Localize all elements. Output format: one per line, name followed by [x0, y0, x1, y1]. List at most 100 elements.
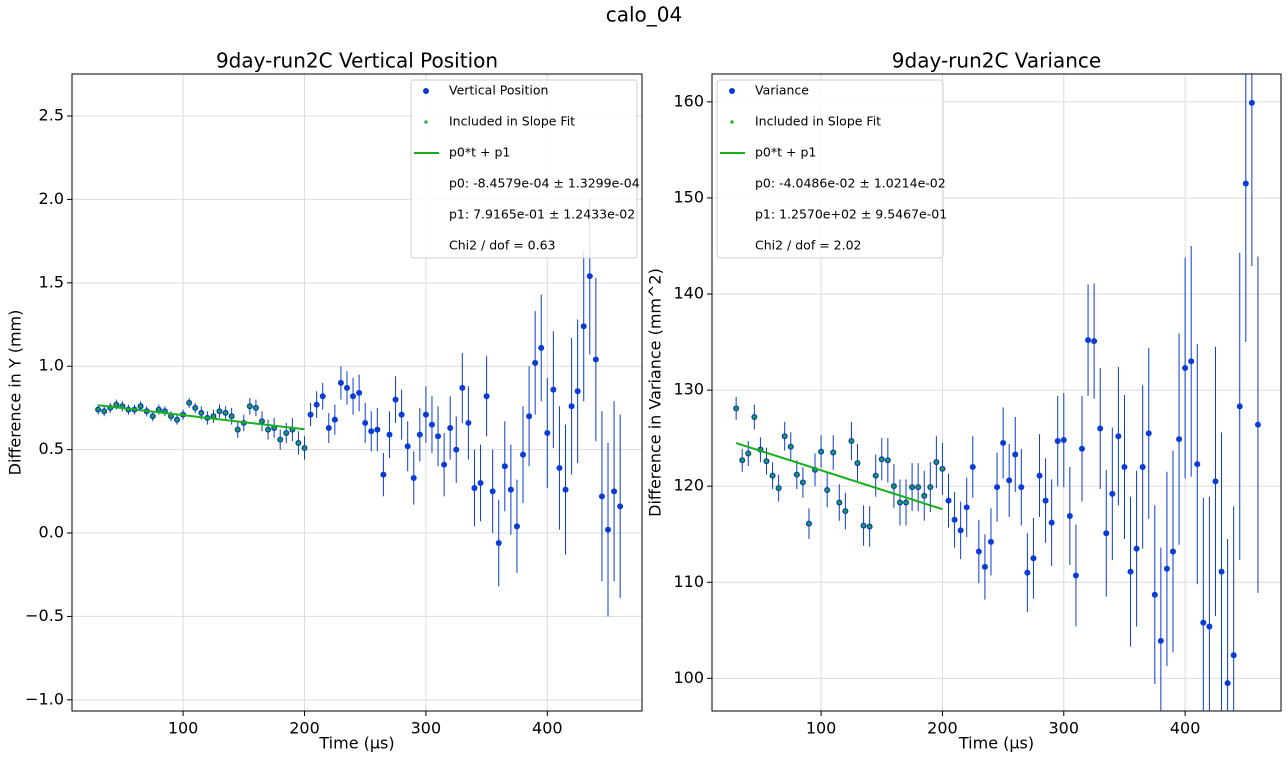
data-point [1030, 555, 1037, 562]
data-point [1121, 463, 1128, 470]
plot-area [95, 197, 624, 617]
y-tick-label: 2.5 [39, 106, 64, 125]
y-tick-label: −0.5 [25, 606, 64, 625]
x-axis-label: Time (µs) [318, 734, 394, 753]
data-point [1091, 338, 1098, 345]
fit-line [735, 442, 943, 511]
fit-point [224, 411, 228, 415]
legend-label: p1: 1.2570e+02 ± 9.5467e-01 [755, 207, 947, 222]
data-point [1036, 472, 1043, 479]
fit-point [825, 488, 829, 492]
legend-label: Included in Slope Fit [755, 114, 881, 129]
data-point [368, 428, 375, 435]
fit-point [272, 426, 276, 430]
data-point [453, 446, 460, 453]
data-point [1212, 478, 1219, 485]
fit-point [163, 409, 167, 413]
y-tick-label: 100 [673, 668, 704, 687]
fit-point [819, 450, 823, 454]
data-point [520, 451, 527, 458]
legend-box [410, 79, 638, 259]
fit-point [892, 484, 896, 488]
subplot-title: 9day-run2C Variance [892, 49, 1101, 73]
data-point [392, 396, 399, 403]
data-point [1182, 365, 1189, 371]
fit-point [230, 414, 234, 418]
legend-marker [730, 120, 734, 124]
fit-point [752, 415, 756, 419]
data-point [969, 463, 976, 470]
fit-point [218, 409, 222, 413]
fit-line [97, 404, 305, 431]
data-point [538, 344, 545, 351]
data-point [598, 493, 605, 500]
data-point [1115, 433, 1122, 440]
data-point [471, 484, 478, 491]
data-point [495, 540, 502, 547]
fit-point [910, 485, 914, 489]
subplot-title: 9day-run2C Vertical Position [216, 49, 498, 73]
data-point [1200, 619, 1207, 626]
fit-point [211, 414, 215, 418]
fit-point [102, 409, 106, 413]
data-point [951, 516, 958, 523]
fit-point [284, 431, 288, 435]
data-point [513, 523, 520, 530]
data-point [1176, 436, 1183, 443]
data-point [1157, 637, 1164, 644]
fit-point [157, 408, 161, 412]
data-point [1218, 568, 1225, 575]
data-point [1170, 548, 1177, 555]
data-point [416, 431, 423, 438]
data-point [1078, 445, 1085, 452]
data-point [1230, 652, 1237, 659]
legend-marker [423, 88, 429, 94]
data-point [1048, 519, 1055, 526]
fit-point [783, 434, 787, 438]
data-point [1163, 565, 1170, 572]
fit-point [801, 480, 805, 484]
data-point [574, 388, 581, 395]
fit-point [175, 418, 179, 422]
data-point [1103, 530, 1110, 537]
fit-point [254, 406, 258, 410]
data-point [1097, 425, 1104, 432]
y-tick-label: 130 [673, 380, 704, 399]
x-tick-label: 400 [532, 719, 563, 738]
fit-point [266, 428, 270, 432]
legend-label: Chi2 / dof = 2.02 [755, 238, 861, 253]
data-point [422, 411, 429, 418]
data-point [1060, 437, 1067, 444]
data-point [465, 419, 472, 426]
data-point [532, 359, 539, 366]
data-point [1139, 463, 1146, 470]
x-tick-label: 300 [1049, 719, 1080, 738]
legend-label: p1: 7.9165e-01 ± 1.2433e-02 [449, 207, 635, 222]
data-point [428, 421, 435, 428]
y-axis-label: Difference in Variance (mm^2) [646, 268, 665, 517]
legend-label: Chi2 / dof = 0.63 [449, 238, 555, 253]
fit-point [764, 459, 768, 463]
data-point [1006, 477, 1013, 484]
data-point [386, 431, 393, 438]
data-point [562, 486, 569, 493]
data-point [356, 389, 363, 396]
fit-point [302, 446, 306, 450]
data-point [410, 474, 417, 481]
fit-point [807, 522, 811, 526]
y-tick-label: 110 [673, 572, 704, 591]
fit-point [151, 414, 155, 418]
data-point [611, 488, 618, 495]
data-point [987, 538, 994, 545]
data-point [343, 384, 350, 391]
legend-label: Included in Slope Fit [449, 114, 575, 129]
legend-marker [729, 88, 735, 94]
fit-point [886, 458, 890, 462]
data-point [447, 424, 454, 431]
fit-point [898, 501, 902, 505]
data-point [556, 464, 563, 471]
y-axis-label: Difference in Y (mm) [6, 310, 25, 476]
x-tick-label: 200 [927, 719, 958, 738]
data-point [975, 548, 982, 555]
